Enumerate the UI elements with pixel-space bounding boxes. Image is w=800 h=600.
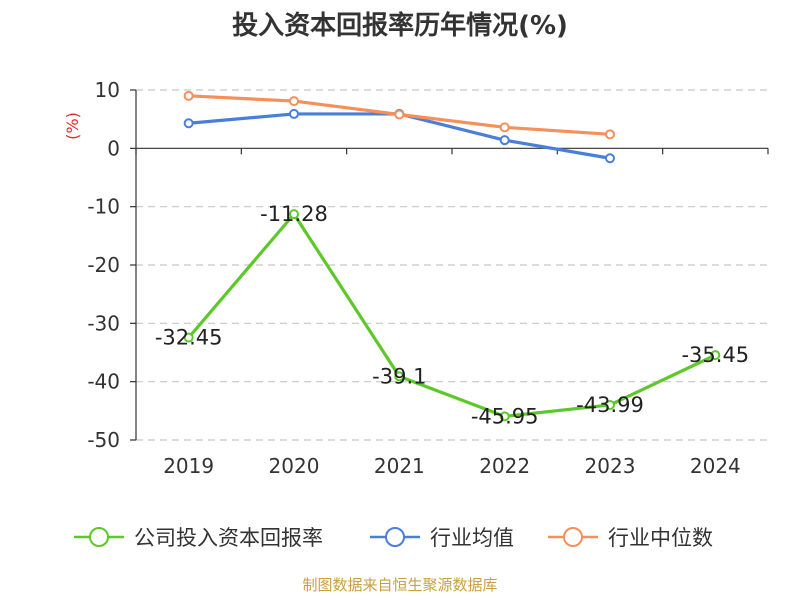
data-label: -39.1 xyxy=(372,364,426,388)
data-point xyxy=(289,108,299,119)
legend-marker xyxy=(563,527,583,547)
data-label: -35.45 xyxy=(681,343,749,367)
y-tick-label: 10 xyxy=(95,78,120,102)
legend-label: 公司投入资本回报率 xyxy=(134,526,323,550)
source-note: 制图数据来自恒生聚源数据库 xyxy=(302,576,497,594)
y-tick-labels: 10 0 -10 -20 -30 -40 -50 xyxy=(87,78,120,452)
series-line-0 xyxy=(187,212,717,418)
series-lines xyxy=(183,90,721,422)
data-point xyxy=(394,371,405,382)
x-tick-labels: 2019 2020 2021 2022 2023 2024 xyxy=(163,454,741,478)
data-point xyxy=(289,209,299,220)
legend-label: 行业均值 xyxy=(430,526,514,550)
data-labels: -32.45 -11.28 -39.1 -45.95 -43.99 -35.45 xyxy=(155,202,749,428)
legend-marker xyxy=(385,527,405,547)
legend-item[interactable]: 公司投入资本回报率 xyxy=(74,526,323,550)
x-tick-label: 2020 xyxy=(269,454,320,478)
y-tick-label: -30 xyxy=(87,311,120,335)
legend-marker xyxy=(89,527,109,547)
data-point xyxy=(605,399,615,410)
data-point xyxy=(605,129,615,140)
data-point xyxy=(183,118,194,129)
x-tick-label: 2023 xyxy=(585,454,636,478)
data-point xyxy=(499,122,510,133)
data-label: -45.95 xyxy=(471,404,539,428)
y-axis-label: (%) xyxy=(63,112,82,140)
axes xyxy=(130,89,769,441)
data-label: -32.45 xyxy=(155,326,223,350)
data-point xyxy=(183,90,194,101)
y-tick-label: 0 xyxy=(107,136,120,160)
data-point xyxy=(605,153,615,164)
data-point xyxy=(394,109,405,120)
data-point xyxy=(289,96,299,107)
y-tick-label: -10 xyxy=(87,195,120,219)
x-tick-label: 2022 xyxy=(479,454,530,478)
legend-item[interactable]: 行业中位数 xyxy=(548,526,713,550)
y-tick-label: -50 xyxy=(87,428,120,452)
legend-label: 行业中位数 xyxy=(608,526,713,550)
gridlines xyxy=(136,89,768,441)
y-tick-label: -20 xyxy=(87,253,120,277)
data-point xyxy=(499,411,510,422)
chart-title: 投入资本回报率历年情况(%) xyxy=(232,10,568,41)
data-point xyxy=(499,135,510,146)
data-point xyxy=(710,350,721,361)
legend: 公司投入资本回报率 行业均值 行业中位数 xyxy=(74,526,713,550)
y-tick-label: -40 xyxy=(87,370,120,394)
x-tick-label: 2021 xyxy=(374,454,425,478)
legend-item[interactable]: 行业均值 xyxy=(370,526,514,550)
x-tick-label: 2019 xyxy=(163,454,214,478)
x-tick-label: 2024 xyxy=(690,454,741,478)
data-point xyxy=(183,332,194,343)
data-label: -11.28 xyxy=(260,202,328,226)
series-line-1 xyxy=(188,112,611,160)
data-label: -43.99 xyxy=(576,393,644,417)
